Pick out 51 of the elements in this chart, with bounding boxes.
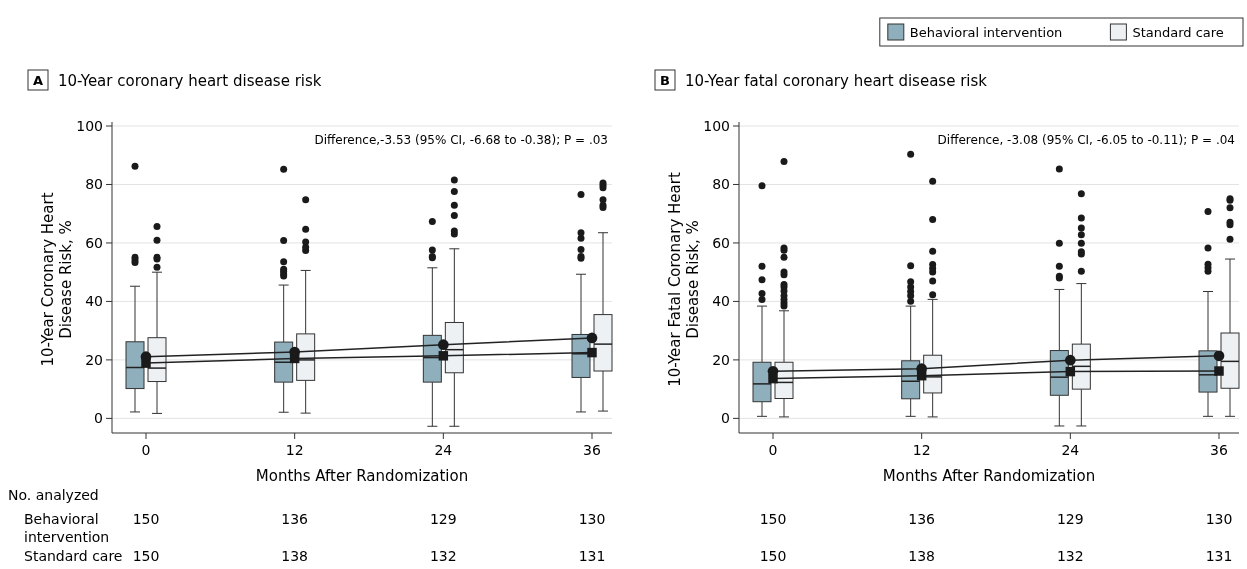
y-tick-label: 40 <box>712 293 730 310</box>
y-tick-label: 80 <box>85 176 103 193</box>
text: A <box>32 73 44 88</box>
y-tick-label: 20 <box>85 351 103 368</box>
text: 130 <box>578 511 606 527</box>
text: 130 <box>1205 511 1233 527</box>
x-tick-label: 36 <box>583 442 601 458</box>
y-tick-label: 80 <box>712 176 730 193</box>
x-tick-label: 0 <box>768 442 778 458</box>
legend-label: Behavioral intervention <box>909 25 1063 40</box>
x-tick-label: 24 <box>434 442 453 458</box>
text: No. analyzed <box>8 487 99 503</box>
text: 132 <box>429 548 457 564</box>
y-tick-label: 100 <box>703 118 730 134</box>
text: 132 <box>1056 548 1084 564</box>
text: 138 <box>908 548 936 564</box>
text: 136 <box>281 511 309 527</box>
x-tick-label: 12 <box>285 442 304 458</box>
text: 136 <box>908 511 936 527</box>
text: 129 <box>429 511 457 527</box>
text: 138 <box>281 548 309 564</box>
y-tick-label: 40 <box>85 293 103 310</box>
text: 150 <box>759 548 787 564</box>
chart-title: 10-Year coronary heart disease risk <box>58 72 322 90</box>
x-tick-label: 0 <box>141 442 151 458</box>
y-tick-label: 100 <box>76 118 103 134</box>
y-tick-label: 60 <box>85 234 103 251</box>
annotation: Difference, -3.08 (95% CI, -6.05 to -0.11); P = .04 <box>937 133 1235 147</box>
y-tick-label: 20 <box>712 351 730 368</box>
y-axis-title: 10-Year Fatal Coronary Heart Disease Risk, % <box>666 172 702 387</box>
y-tick-label: 0 <box>94 410 103 427</box>
text: 131 <box>1205 548 1233 564</box>
text: 131 <box>578 548 606 564</box>
x-axis-title: Months After Randomization <box>882 467 1096 485</box>
x-axis-title: Months After Randomization <box>255 467 469 485</box>
text: Behavioral intervention <box>24 511 110 545</box>
text: B <box>660 73 670 88</box>
y-tick-label: 0 <box>721 410 730 427</box>
text: 150 <box>132 511 160 527</box>
text: 150 <box>132 548 160 564</box>
text: 129 <box>1056 511 1084 527</box>
chart-title: 10-Year fatal coronary heart disease risk <box>685 72 988 90</box>
y-axis-title: 10-Year Coronary Heart Disease Risk, % <box>39 192 75 367</box>
x-tick-label: 12 <box>912 442 931 458</box>
text: Standard care <box>24 548 123 564</box>
annotation: Difference,-3.53 (95% CI, -6.68 to -0.38); P = .03 <box>314 133 608 147</box>
x-tick-label: 24 <box>1061 442 1080 458</box>
x-tick-label: 36 <box>1210 442 1228 458</box>
text: 150 <box>759 511 787 527</box>
legend-label: Standard care <box>1132 25 1224 40</box>
y-tick-label: 60 <box>712 234 730 251</box>
